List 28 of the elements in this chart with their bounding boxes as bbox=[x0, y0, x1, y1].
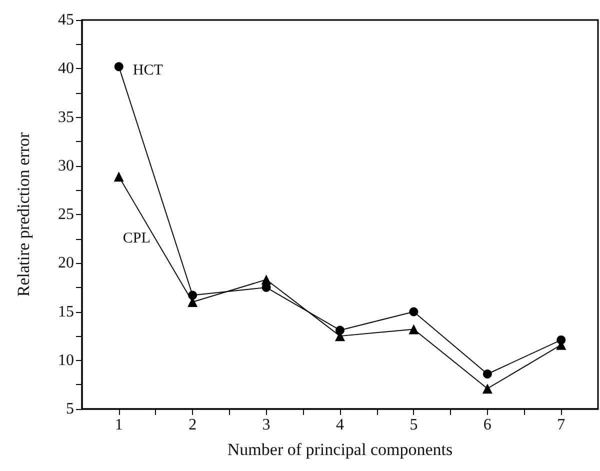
y-tick-label: 40 bbox=[58, 60, 74, 78]
x-tick-label: 1 bbox=[114, 416, 123, 434]
y-tick-label: 25 bbox=[58, 206, 74, 223]
series-label: CPL bbox=[122, 230, 150, 247]
x-tick-label: 3 bbox=[262, 416, 270, 434]
x-tick-label: 2 bbox=[188, 416, 197, 434]
point bbox=[409, 307, 418, 316]
y-tick-label: 15 bbox=[58, 303, 74, 320]
point bbox=[261, 274, 272, 285]
point bbox=[188, 290, 198, 300]
y-tick-label: 20 bbox=[58, 254, 74, 272]
y-tick-label: 35 bbox=[58, 108, 74, 126]
y-tick-label: 10 bbox=[58, 352, 74, 369]
point bbox=[114, 172, 124, 182]
point bbox=[482, 369, 492, 378]
y-axis-title: Relatire prediction error bbox=[14, 132, 33, 297]
series-label: HCT bbox=[132, 62, 163, 79]
x-axis-title: Number of principal components bbox=[227, 440, 453, 459]
x-tick-label: 4 bbox=[336, 416, 344, 434]
x-tick-label: 6 bbox=[483, 416, 492, 434]
x-tick-label: 7 bbox=[557, 416, 566, 434]
point bbox=[114, 62, 124, 72]
point bbox=[408, 324, 419, 334]
x-tick-label: 5 bbox=[410, 416, 418, 434]
point bbox=[482, 384, 492, 394]
y-tick-label: 5 bbox=[66, 400, 74, 418]
y-tick-label: 45 bbox=[58, 12, 74, 28]
y-tick-label: 30 bbox=[58, 157, 74, 174]
